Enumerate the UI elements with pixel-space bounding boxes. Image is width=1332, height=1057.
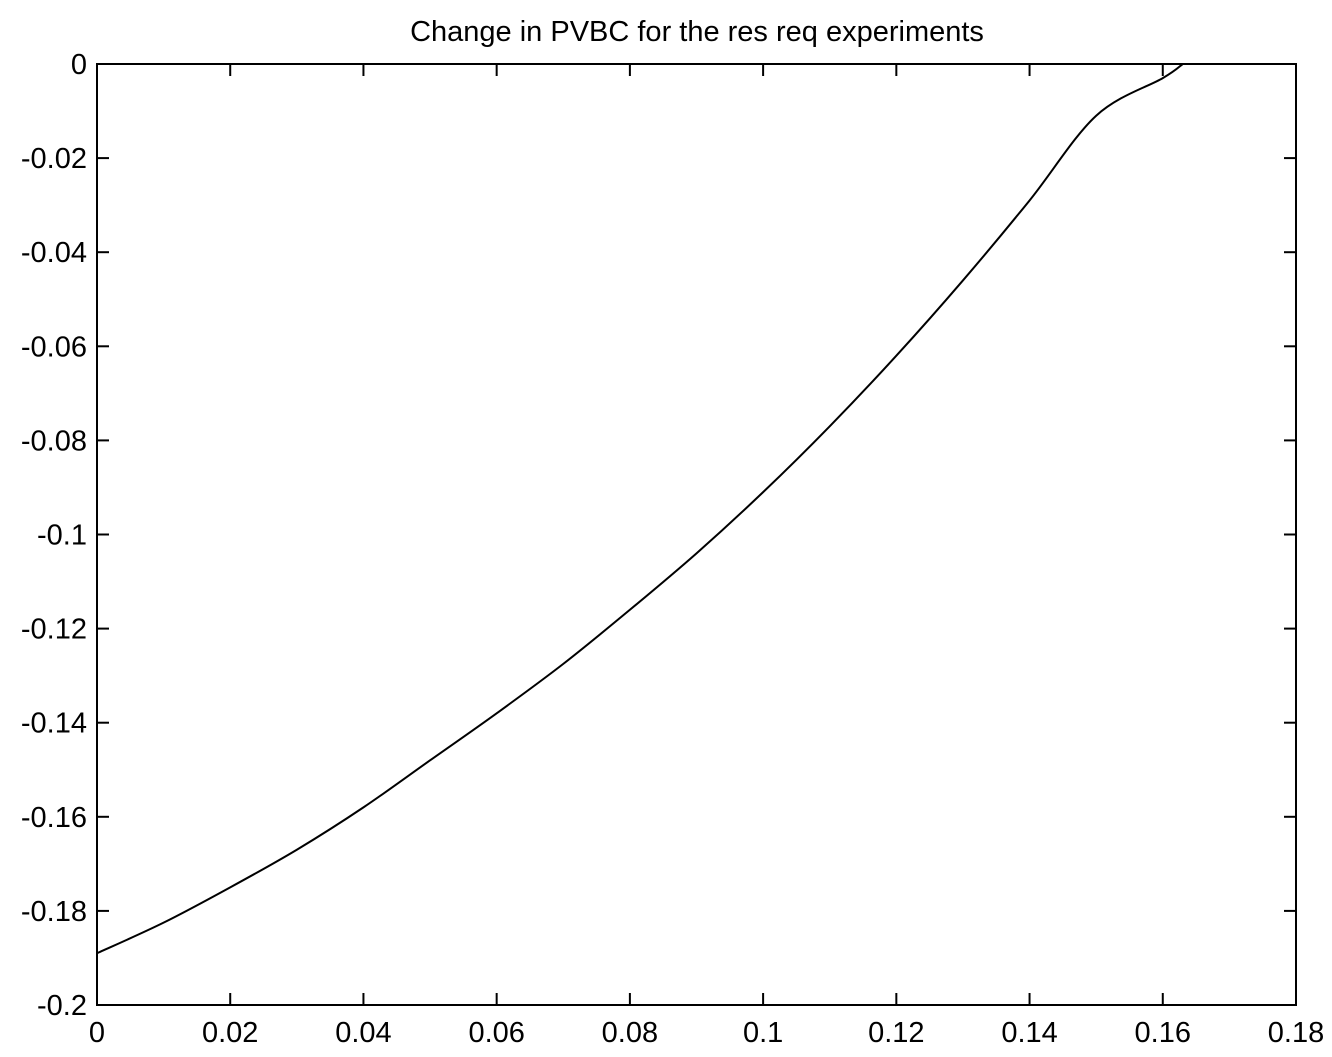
x-tick-label: 0.02 <box>202 1017 258 1049</box>
x-tick-label: 0.18 <box>1268 1017 1324 1049</box>
y-tick-label: -0.12 <box>21 614 87 646</box>
x-tick-label: 0.04 <box>335 1017 391 1049</box>
series-line <box>96 63 1184 955</box>
y-tick-label: -0.06 <box>21 331 87 363</box>
x-tick-label: 0.06 <box>468 1017 524 1049</box>
y-tick-label: 0 <box>71 49 87 81</box>
y-tick-label: -0.1 <box>37 520 87 552</box>
x-tick-label: 0.16 <box>1135 1017 1191 1049</box>
x-tick-label: 0.12 <box>868 1017 924 1049</box>
y-tick-label: -0.18 <box>21 896 87 928</box>
y-tick-label: -0.08 <box>21 425 87 457</box>
chart-title: Change in PVBC for the res req experimen… <box>410 16 984 48</box>
series-lines <box>96 63 1184 955</box>
axis-ticks <box>96 63 1297 1006</box>
x-tick-label: 0.08 <box>602 1017 658 1049</box>
y-tick-label: -0.16 <box>21 802 87 834</box>
x-tick-label: 0.1 <box>743 1017 783 1049</box>
y-tick-label: -0.2 <box>37 990 87 1022</box>
y-tick-label: -0.14 <box>21 708 87 740</box>
x-tick-label: 0 <box>89 1017 105 1049</box>
y-tick-label: -0.02 <box>21 143 87 175</box>
y-tick-label: -0.04 <box>21 237 87 269</box>
x-tick-label: 0.14 <box>1001 1017 1057 1049</box>
axis-tick-labels: 0 0.02 0.04 0.06 0.08 0.1 0.12 0.14 0.16 0.180-0.… <box>21 49 1324 1049</box>
